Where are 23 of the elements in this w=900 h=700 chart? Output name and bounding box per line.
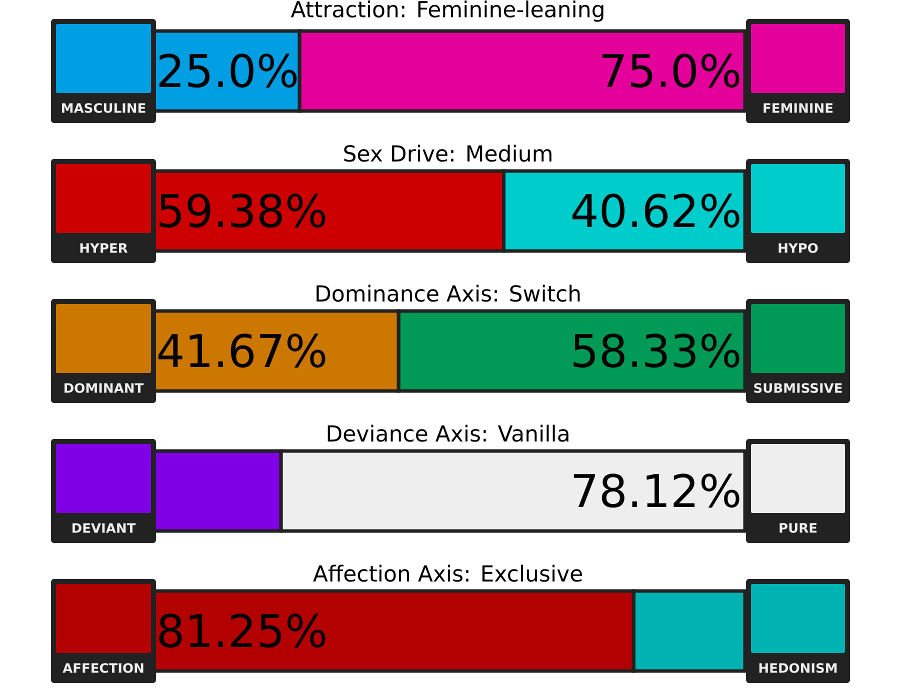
- data-label: 25.0%: [160, 54, 297, 88]
- chart-title: Attraction: Feminine-leaning: [290, 0, 604, 22]
- series-label: HEDONISM: [759, 663, 837, 673]
- data-label: 75.0%: [602, 54, 740, 88]
- text: PURE: [780, 523, 817, 533]
- series-label: MASCULINE: [62, 103, 146, 113]
- series-label: AFFECTION: [62, 663, 144, 673]
- data-label: 78.12%: [574, 474, 740, 508]
- chart-title: Affection Axis: Exclusive: [313, 564, 582, 582]
- series-label: HYPER: [80, 243, 128, 253]
- chart-title: Dominance Axis: Switch: [316, 284, 580, 302]
- series-label: DEVIANT: [72, 523, 136, 533]
- series-label: SUBMISSIVE: [754, 383, 842, 393]
- data-label: 58.33%: [574, 334, 740, 368]
- data-label: 59.38%: [160, 194, 326, 228]
- series-label: DOMINANT: [64, 383, 144, 393]
- data-label: 41.67%: [158, 334, 326, 368]
- chart-title: Sex Drive: Medium: [344, 144, 552, 162]
- series-label: FEMININE: [764, 103, 833, 113]
- data-label: 40.62%: [572, 194, 740, 228]
- data-label: 81.25%: [159, 614, 326, 648]
- text: HYPO: [778, 243, 818, 253]
- chart-title: Deviance Axis: Vanilla: [328, 424, 568, 442]
